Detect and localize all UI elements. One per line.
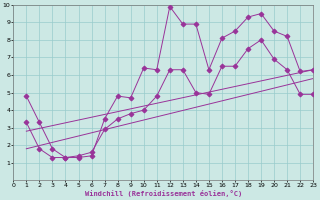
X-axis label: Windchill (Refroidissement éolien,°C): Windchill (Refroidissement éolien,°C) <box>84 190 242 197</box>
